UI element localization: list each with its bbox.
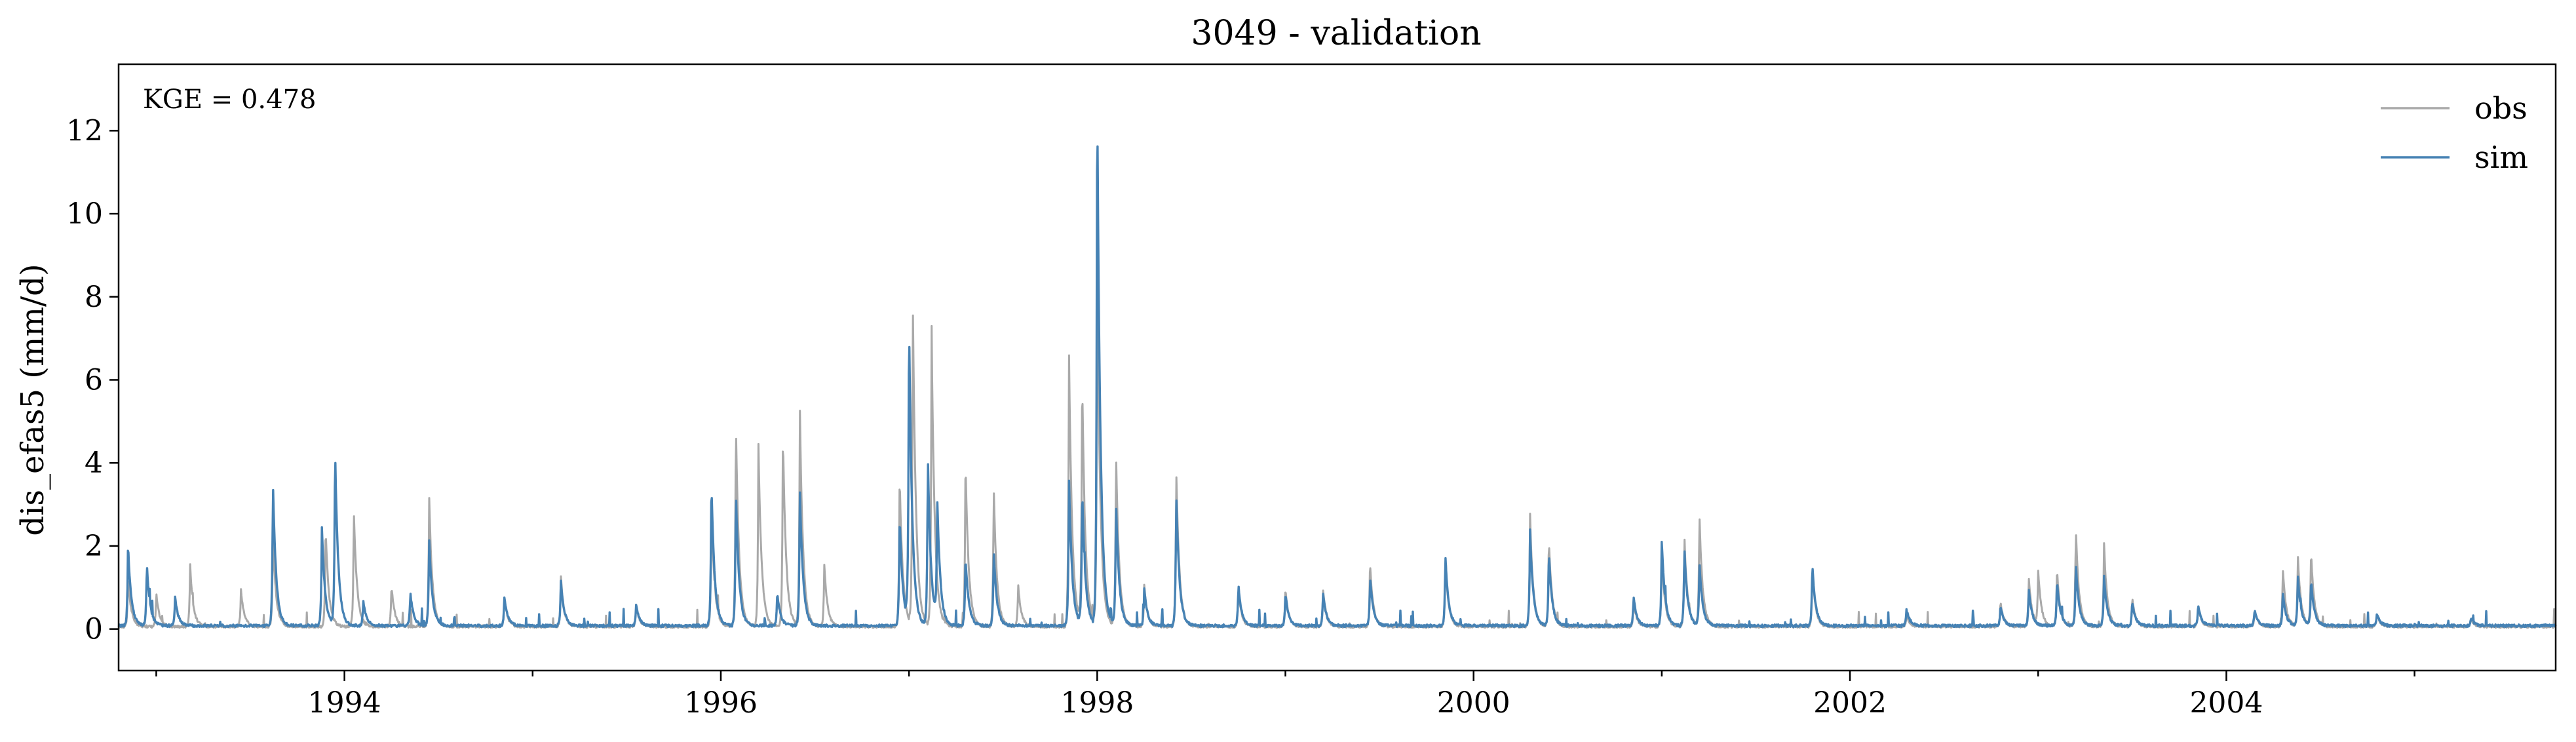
y-tick-label: 2 xyxy=(85,530,103,563)
y-tick-label: 4 xyxy=(85,446,103,480)
x-axis: 1994 1996 1998 2000 2002 2004 xyxy=(155,671,2415,720)
legend: obs sim xyxy=(2381,90,2528,175)
kge-annotation: KGE = 0.478 xyxy=(143,85,317,115)
y-tick-label: 10 xyxy=(66,197,103,231)
series-line-sim xyxy=(118,145,2557,629)
y-axis: 0 2 4 6 8 10 12 xyxy=(66,114,119,646)
chart-title: 3049 - validation xyxy=(1191,14,1481,53)
x-tick-label: 2000 xyxy=(1437,686,1510,720)
y-tick-label: 6 xyxy=(85,364,103,397)
legend-obs-label: obs xyxy=(2474,90,2528,126)
y-axis-label: dis_efas5 (mm/d) xyxy=(14,264,51,536)
x-tick-label: 1998 xyxy=(1060,686,1134,720)
series-line-obs xyxy=(117,310,2557,629)
x-tick-label: 1996 xyxy=(684,686,758,720)
plot-frame xyxy=(117,63,2557,672)
y-tick-label: 8 xyxy=(85,281,103,314)
x-tick-label: 2002 xyxy=(1813,686,1887,720)
y-tick-label: 0 xyxy=(85,613,103,646)
y-tick-label: 12 xyxy=(66,114,103,147)
x-tick-label: 2004 xyxy=(2189,686,2263,720)
legend-sim-label: sim xyxy=(2474,140,2528,175)
x-tick-label: 1994 xyxy=(308,686,381,720)
plot-series xyxy=(117,145,2557,629)
